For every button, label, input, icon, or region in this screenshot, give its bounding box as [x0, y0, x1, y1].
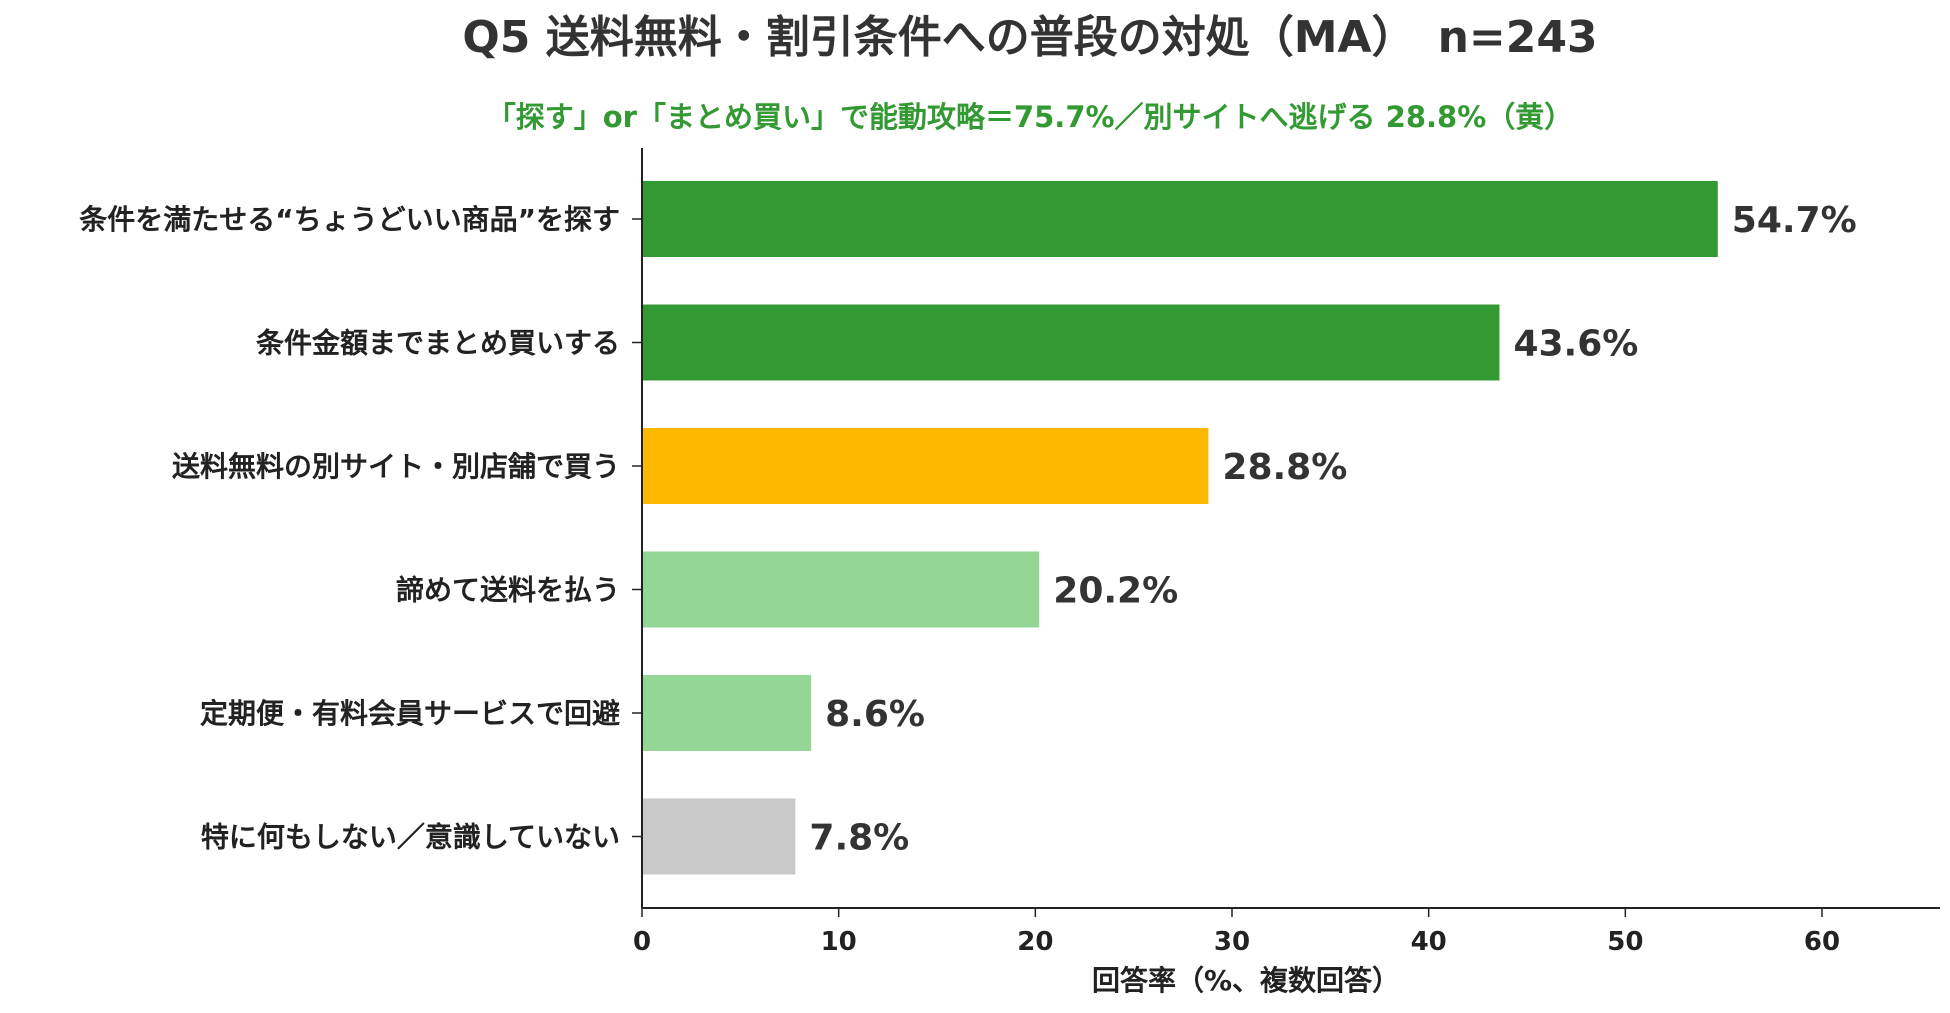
category-label-6: 特に何もしない／意識していない — [201, 821, 620, 854]
value-label-2: 43.6% — [1513, 324, 1638, 365]
category-label-3: 送料無料の別サイト・別店舗で買う — [172, 450, 620, 483]
category-label-1: 条件を満たせる“ちょうどいい商品”を探す — [79, 203, 620, 236]
axes-group: 0 10 20 30 40 50 60 — [632, 148, 1940, 957]
x-tick-label-10: 10 — [821, 927, 857, 957]
x-tick-label-30: 30 — [1214, 927, 1250, 957]
bar-4 — [642, 551, 1040, 628]
chart-subtitle: 「探す」or「まとめ買い」で能動攻略＝75.7%／別サイトへ逃げる 28.8%（… — [487, 100, 1574, 134]
bar-1 — [642, 181, 1718, 257]
bar-6 — [642, 798, 796, 875]
x-tick-label-50: 50 — [1607, 927, 1643, 957]
x-tick-label-20: 20 — [1017, 927, 1053, 957]
x-tick-label-60: 60 — [1804, 927, 1840, 957]
value-label-4: 20.2% — [1053, 571, 1178, 612]
value-label-5: 8.6% — [825, 694, 925, 735]
bars-group: 54.7% 条件を満たせる“ちょうどいい商品”を探す 43.6% 条件金額までまとめ買… — [79, 181, 1857, 875]
bar-3 — [642, 428, 1209, 504]
x-tick-label-0: 0 — [633, 927, 651, 957]
x-tick-label-40: 40 — [1411, 927, 1447, 957]
bar-5 — [642, 675, 812, 751]
category-label-5: 定期便・有料会員サービスで回避 — [200, 697, 620, 730]
value-label-6: 7.8% — [809, 818, 909, 859]
chart-title: Q5 送料無料・割引条件への普段の対処（MA） n=243 — [462, 12, 1597, 63]
x-axis-title: 回答率（%、複数回答） — [1092, 964, 1400, 997]
value-label-1: 54.7% — [1732, 200, 1857, 241]
category-label-2: 条件金額までまとめ買いする — [256, 327, 620, 360]
category-label-4: 諦めて送料を払う — [396, 574, 620, 607]
value-label-3: 28.8% — [1222, 447, 1347, 488]
bar-2 — [642, 304, 1500, 381]
